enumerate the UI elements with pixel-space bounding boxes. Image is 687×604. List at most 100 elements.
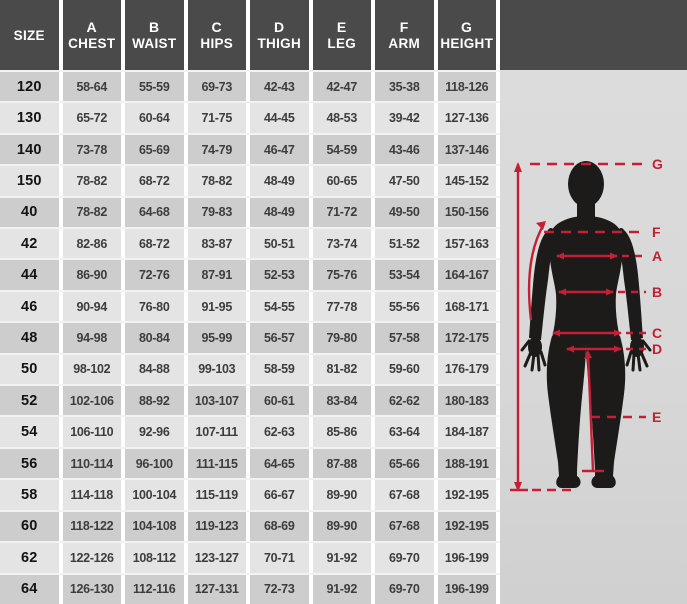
value-cell: 118-122 — [63, 511, 125, 542]
table-row: 64 126-130 112-116 127-131 72-73 91-92 69-70 19… — [0, 572, 500, 604]
size-cell: 48 — [0, 323, 63, 353]
value-cell: 78-82 — [63, 197, 125, 228]
column-label: CHEST — [68, 35, 116, 51]
value-cell: 115-119 — [188, 480, 250, 510]
value-cell: 176-179 — [438, 354, 500, 385]
value-cell: 87-91 — [188, 260, 250, 290]
value-cell: 79-83 — [188, 197, 250, 228]
value-cell: 58-64 — [63, 72, 125, 102]
table-row: 58 114-118 100-104 115-119 66-67 89-90 67-68 19… — [0, 478, 500, 510]
value-cell: 196-199 — [438, 574, 500, 604]
value-cell: 114-118 — [63, 480, 125, 510]
value-cell: 42-47 — [313, 72, 375, 102]
value-cell: 107-111 — [188, 417, 250, 447]
value-cell: 87-88 — [313, 448, 375, 479]
value-cell: 59-60 — [375, 354, 438, 385]
value-cell: 118-126 — [438, 72, 500, 102]
value-cell: 39-42 — [375, 103, 438, 133]
value-cell: 96-100 — [125, 448, 188, 479]
value-cell: 123-127 — [188, 543, 250, 573]
column-header-thigh: D THIGH — [250, 0, 313, 70]
value-cell: 84-88 — [125, 354, 188, 385]
column-letter: A — [86, 18, 98, 35]
size-cell: 140 — [0, 134, 63, 165]
value-cell: 56-57 — [250, 323, 313, 353]
column-label: SIZE — [13, 27, 45, 43]
value-cell: 192-195 — [438, 511, 500, 542]
column-letter: D — [273, 18, 285, 35]
value-cell: 91-92 — [313, 543, 375, 573]
value-cell: 90-94 — [63, 291, 125, 322]
value-cell: 172-175 — [438, 323, 500, 353]
column-header-arm: F ARM — [375, 0, 438, 70]
value-cell: 98-102 — [63, 354, 125, 385]
value-cell: 68-72 — [125, 229, 188, 259]
column-label: LEG — [327, 35, 357, 51]
column-header-height: G HEIGHT — [438, 0, 500, 70]
value-cell: 89-90 — [313, 480, 375, 510]
value-cell: 110-114 — [63, 448, 125, 479]
value-cell: 73-78 — [63, 134, 125, 165]
value-cell: 51-52 — [375, 229, 438, 259]
column-header-hips: C HIPS — [188, 0, 250, 70]
value-cell: 168-171 — [438, 291, 500, 322]
header-filler — [500, 0, 687, 70]
value-cell: 52-53 — [250, 260, 313, 290]
value-cell: 60-65 — [313, 166, 375, 196]
table-row: 48 94-98 80-84 95-99 56-57 79-80 57-58 172-175 — [0, 321, 500, 353]
value-cell: 68-69 — [250, 511, 313, 542]
body-measurement-diagram: G F A B C D E — [510, 156, 663, 492]
value-cell: 122-126 — [63, 543, 125, 573]
value-cell: 137-146 — [438, 134, 500, 165]
label-a: A — [652, 248, 662, 264]
table-row: 54 106-110 92-96 107-111 62-63 85-86 63-64 184-… — [0, 415, 500, 447]
value-cell: 65-66 — [375, 448, 438, 479]
value-cell: 91-92 — [313, 574, 375, 604]
label-e: E — [652, 409, 661, 425]
value-cell: 80-84 — [125, 323, 188, 353]
value-cell: 58-59 — [250, 354, 313, 385]
figure-panel: G F A B C D E — [500, 70, 687, 604]
value-cell: 77-78 — [313, 291, 375, 322]
column-label: HIPS — [200, 35, 234, 51]
value-cell: 89-90 — [313, 511, 375, 542]
value-cell: 65-72 — [63, 103, 125, 133]
column-letter: G — [461, 18, 473, 35]
value-cell: 55-56 — [375, 291, 438, 322]
value-cell: 85-86 — [313, 417, 375, 447]
value-cell: 78-82 — [63, 166, 125, 196]
column-header-leg: E LEG — [313, 0, 375, 70]
table-row: 140 73-78 65-69 74-79 46-47 54-59 43-46 137-146 — [0, 132, 500, 165]
value-cell: 43-46 — [375, 134, 438, 165]
size-cell: 60 — [0, 511, 63, 542]
value-cell: 54-59 — [313, 134, 375, 165]
table-header: SIZE A CHEST B WAIST C HIPS D THIGH E LEG F ARM G HEIG… — [0, 0, 687, 70]
value-cell: 100-104 — [125, 480, 188, 510]
value-cell: 49-50 — [375, 197, 438, 228]
value-cell: 60-61 — [250, 386, 313, 416]
value-cell: 71-72 — [313, 197, 375, 228]
table-row: 52 102-106 88-92 103-107 60-61 83-84 62-62 180-… — [0, 384, 500, 416]
value-cell: 62-62 — [375, 386, 438, 416]
value-cell: 196-199 — [438, 543, 500, 573]
value-cell: 65-69 — [125, 134, 188, 165]
column-label: HEIGHT — [440, 35, 494, 51]
table-body: 120 58-64 55-59 69-73 42-43 42-47 35-38 118-126… — [0, 70, 687, 604]
value-cell: 57-58 — [375, 323, 438, 353]
value-cell: 83-87 — [188, 229, 250, 259]
value-cell: 62-63 — [250, 417, 313, 447]
value-cell: 64-68 — [125, 197, 188, 228]
value-cell: 69-73 — [188, 72, 250, 102]
table-row: 130 65-72 60-64 71-75 44-45 48-53 39-42 127-136 — [0, 101, 500, 133]
value-cell: 188-191 — [438, 448, 500, 479]
column-letter: B — [148, 18, 160, 35]
size-cell: 58 — [0, 480, 63, 510]
body-silhouette-icon — [520, 161, 652, 488]
table-rows: 120 58-64 55-59 69-73 42-43 42-47 35-38 118-126… — [0, 70, 500, 604]
size-cell: 54 — [0, 417, 63, 447]
label-f: F — [652, 224, 661, 240]
value-cell: 50-51 — [250, 229, 313, 259]
value-cell: 102-106 — [63, 386, 125, 416]
value-cell: 46-47 — [250, 134, 313, 165]
size-cell: 52 — [0, 386, 63, 416]
